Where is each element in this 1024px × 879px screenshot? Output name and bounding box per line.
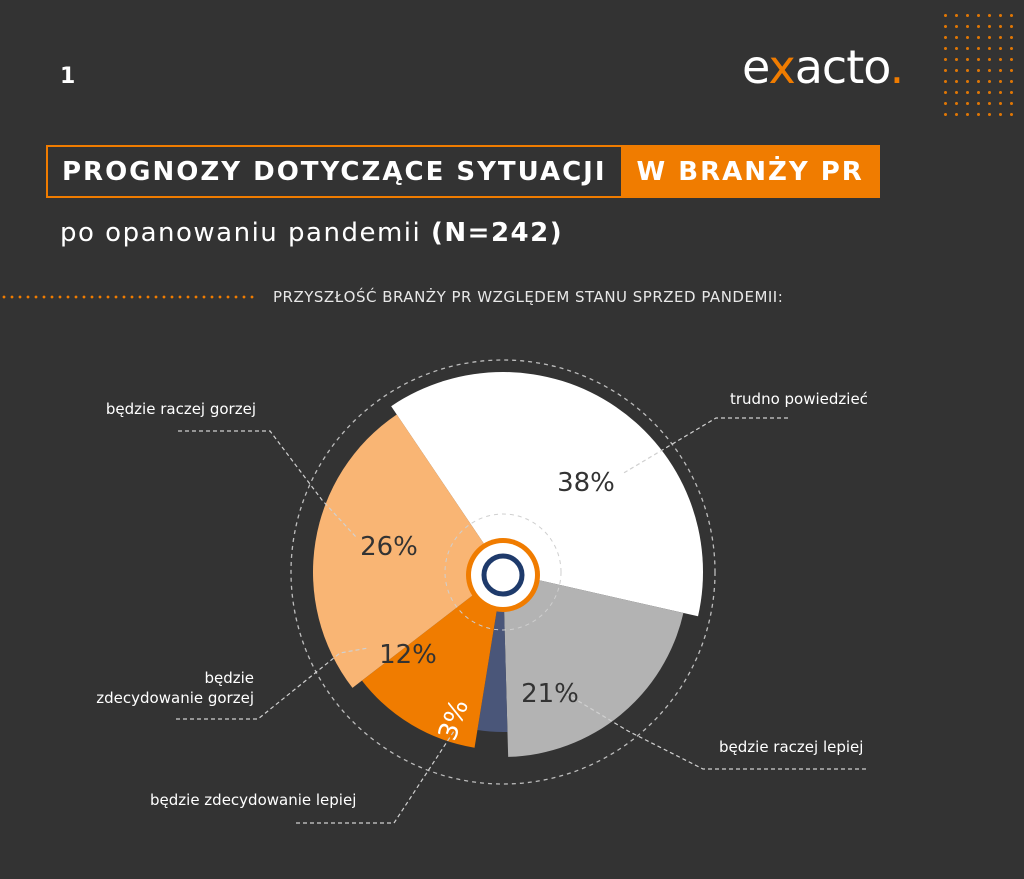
center-ring-white bbox=[471, 543, 535, 607]
subtitle: po opanowaniu pandemii (N=242) bbox=[60, 218, 564, 248]
pie-slice-5 bbox=[313, 414, 503, 688]
pie-slice-2 bbox=[503, 572, 684, 757]
leader-line-3 bbox=[296, 727, 457, 824]
title-left: PROGNOZY DOTYCZĄCE SYTUACJI bbox=[46, 145, 621, 198]
slice-percent-label: 12% bbox=[379, 640, 437, 670]
leader-line-4 bbox=[176, 647, 369, 720]
slice-percent-label: 38% bbox=[557, 468, 615, 498]
slice-percent-label: 26% bbox=[360, 532, 418, 562]
slice-category-label: będzie zdecydowanie gorzej bbox=[96, 669, 254, 707]
leader-line-5 bbox=[178, 430, 357, 538]
decorative-dot-line bbox=[0, 294, 258, 300]
leader-line-2 bbox=[559, 689, 866, 770]
pie-slice-1 bbox=[391, 371, 703, 617]
title-right: W BRANŻY PR bbox=[620, 145, 880, 198]
sample-size: (N=242) bbox=[431, 218, 564, 248]
outer-dashed-ring bbox=[290, 359, 716, 785]
leader-line-1 bbox=[621, 417, 788, 475]
slice-category-label: będzie zdecydowanie lepiej bbox=[150, 791, 356, 809]
exacto-logo: exacto. bbox=[742, 40, 904, 94]
decorative-dot-grid bbox=[940, 10, 1020, 122]
slice-category-label: będzie raczej lepiej bbox=[719, 738, 863, 756]
chart-title: PRZYSZŁOŚĆ BRANŻY PR WZGLĘDEM STANU SPRZ… bbox=[273, 288, 784, 306]
slice-percent-label: 21% bbox=[521, 679, 579, 709]
pie-slice-3 bbox=[477, 572, 508, 732]
page-number: 1 bbox=[60, 64, 76, 89]
slice-category-label: będzie raczej gorzej bbox=[106, 400, 256, 418]
slice-category-label: trudno powiedzieć bbox=[730, 390, 868, 408]
title-box: PROGNOZY DOTYCZĄCE SYTUACJI W BRANŻY PR bbox=[46, 145, 880, 198]
center-ring-inner bbox=[481, 553, 525, 597]
pie-slice-4 bbox=[361, 572, 503, 748]
inner-dashed-ring bbox=[444, 513, 562, 631]
